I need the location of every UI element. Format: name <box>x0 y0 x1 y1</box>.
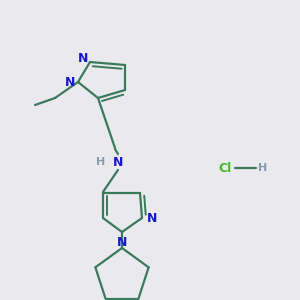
Text: N: N <box>113 155 123 169</box>
Text: Cl: Cl <box>218 161 232 175</box>
Text: N: N <box>147 212 157 224</box>
Text: N: N <box>117 236 127 248</box>
Text: N: N <box>78 52 88 65</box>
Text: H: H <box>258 163 268 173</box>
Text: H: H <box>96 157 106 167</box>
Text: N: N <box>65 76 75 88</box>
